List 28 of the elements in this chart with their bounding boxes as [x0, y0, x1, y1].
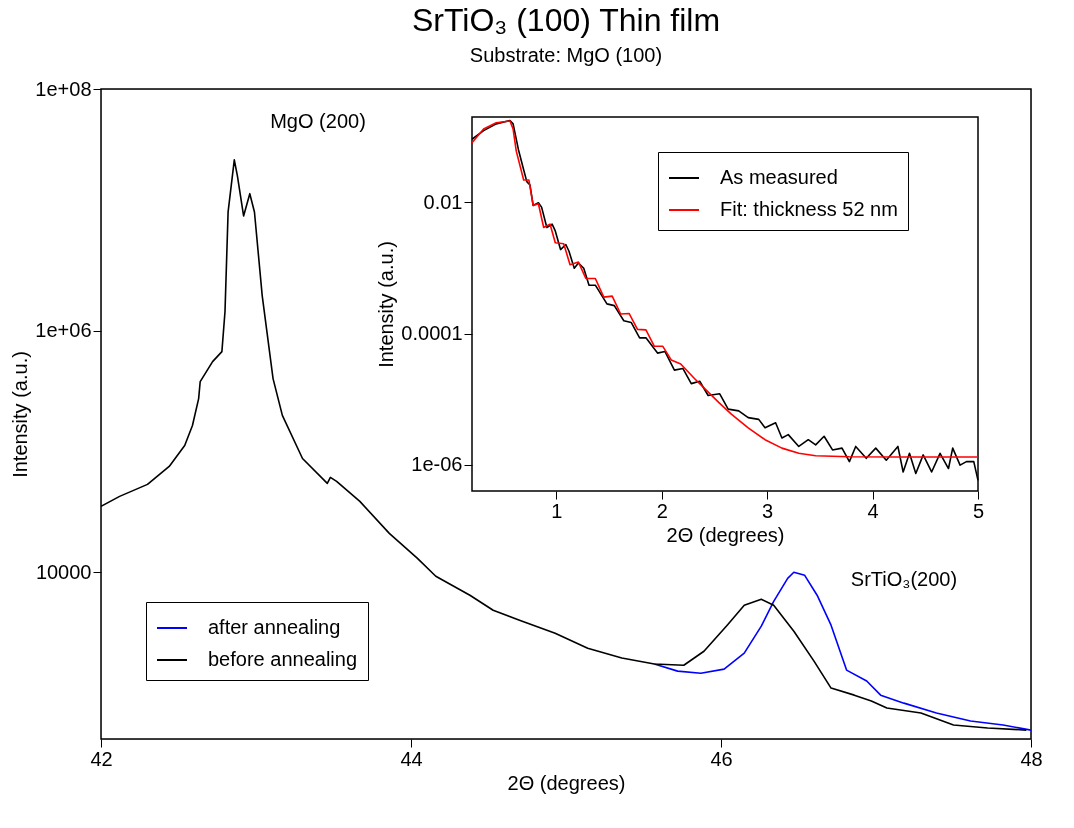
x-tick-label: 44	[400, 747, 423, 770]
x-axis-title: 2Θ (degrees)	[666, 523, 785, 546]
x-tick-label: 48	[1020, 747, 1043, 770]
chart-subtitle: Substrate: MgO (100)	[469, 44, 663, 66]
x-tick-label: 4	[867, 499, 879, 522]
x-tick-label: 42	[90, 747, 113, 770]
legend-label: after annealing	[208, 616, 341, 638]
x-tick-label: 3	[762, 499, 774, 522]
legend-label: before annealing	[208, 648, 358, 670]
y-tick-label: 1e+08	[35, 77, 92, 100]
legend-label: Fit: thickness 52 nm	[720, 198, 898, 220]
y-tick-label: 1e-06	[411, 453, 463, 476]
y-tick-label: 0.01	[423, 190, 463, 213]
x-tick-label: 1	[551, 499, 563, 522]
x-tick-label: 5	[972, 499, 985, 522]
annotation: MgO (200)	[270, 110, 366, 132]
x-tick-label: 46	[710, 747, 733, 770]
x-axis-title: 2Θ (degrees)	[507, 771, 626, 794]
annotation: SrTiO₃(200)	[850, 568, 958, 590]
y-tick-label: 0.0001	[401, 322, 463, 345]
line-series	[653, 571, 1031, 731]
y-tick-label: 10000	[35, 560, 92, 583]
chart-title: SrTiO₃ (100) Thin film	[411, 2, 721, 38]
legend-label: As measured	[720, 166, 838, 188]
y-axis-title: Intensity (a.u.)	[9, 351, 32, 478]
y-tick-label: 1e+06	[35, 319, 92, 342]
y-axis-title: Intensity (a.u.)	[375, 241, 398, 368]
x-tick-label: 2	[656, 499, 668, 522]
